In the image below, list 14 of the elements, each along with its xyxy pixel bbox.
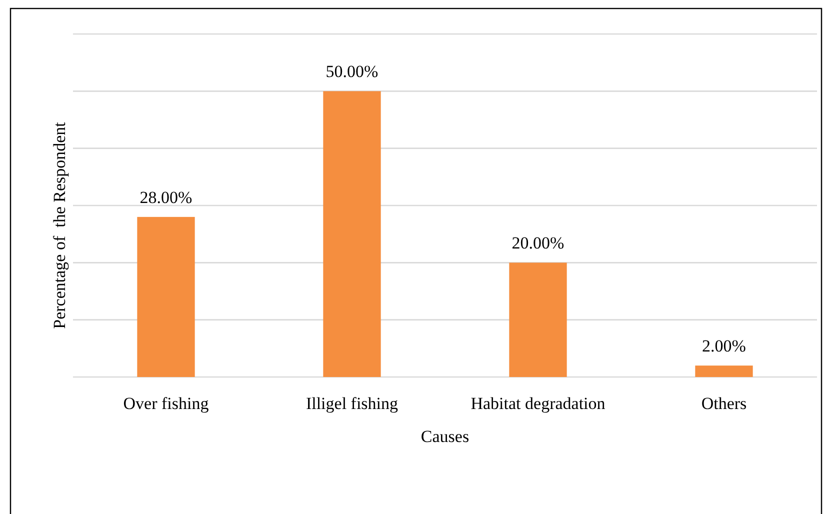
bar bbox=[137, 216, 195, 377]
data-label: 2.00% bbox=[702, 336, 746, 356]
x-tick-label: Others bbox=[701, 394, 747, 413]
bar bbox=[695, 366, 753, 377]
data-label: 28.00% bbox=[140, 188, 192, 207]
bar bbox=[509, 262, 567, 377]
x-tick-label: Habitat degradation bbox=[470, 394, 606, 413]
x-axis-title: Causes bbox=[420, 427, 470, 446]
bar bbox=[323, 91, 381, 377]
x-tick-label: Over fishing bbox=[123, 394, 210, 413]
data-label: 50.00% bbox=[326, 62, 378, 82]
data-label: 20.00% bbox=[512, 234, 564, 253]
x-tick-label: Illigel fishing bbox=[306, 394, 399, 413]
y-axis-title: Percentage of the Respondent bbox=[50, 122, 69, 329]
